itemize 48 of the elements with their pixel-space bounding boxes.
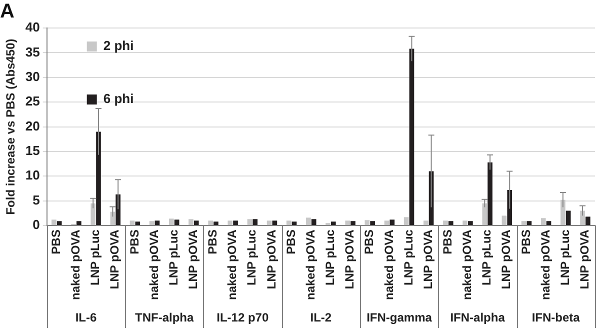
y-tick-label: 40 [25,20,40,35]
y-axis-title: Fold increase vs PBS (Abs450) [4,38,18,215]
text: IL-12 p70 [216,310,269,324]
x-tick-label: LNP pLuc [558,229,572,286]
x-tick-label: naked pOVA [538,229,552,300]
x-tick-label: LNP pLuc [244,229,259,286]
x-tick-label: LNP pLuc [323,229,338,286]
x-tick-label: PBS [518,230,533,254]
x-tick-label: PBS [206,230,220,254]
chart-title: A [0,0,14,23]
x-tick-label: LNP pOVA [186,229,200,290]
x-tick-label: naked pOVA [225,229,240,300]
y-tick-label: 15 [25,143,40,158]
x-tick-label: PBS [48,230,63,254]
y-tick-label: 35 [25,44,40,60]
x-tick-label: PBS [362,230,376,254]
x-tick-label: LNP pOVA [264,229,278,290]
text: IFN-gamma [366,310,432,324]
legend-label: 2 phi [103,38,134,54]
x-tick-label: naked pOVA [146,229,161,300]
y-tick-label: 0 [32,217,40,232]
y-tick-label: 30 [25,68,40,84]
text: TNF-alpha [134,310,194,324]
x-tick-label: naked pOVA [68,229,83,300]
x-tick-label: LNP pLuc [166,229,180,286]
y-tick-label: 5 [32,192,40,208]
x-tick-label: PBS [127,230,142,254]
text: IL-2 [310,310,332,324]
x-tick-label: LNP pLuc [88,229,102,286]
y-tick-label: 20 [25,118,40,134]
x-tick-label: PBS [440,230,454,254]
x-tick-label: naked pOVA [460,229,474,300]
text: IFN-beta [532,310,580,324]
legend-label: 6 phi [103,91,134,106]
y-tick-label: 25 [25,94,40,109]
x-tick-label: naked pOVA [303,229,318,300]
x-tick-label: LNP pOVA [499,229,514,290]
x-tick-label: naked pOVA [382,229,396,300]
y-tick-label: 10 [25,168,40,183]
x-tick-label: LNP pOVA [420,229,435,290]
x-tick-label: PBS [284,230,298,254]
x-tick-label: LNP pLuc [401,229,416,286]
x-tick-label: LNP pLuc [480,229,494,286]
x-tick-label: LNP pOVA [108,229,122,290]
x-tick-label: LNP pOVA [578,229,592,290]
text: IL-6 [75,310,97,324]
x-tick-label: LNP pOVA [342,229,357,290]
text: IFN-alpha [450,310,506,324]
